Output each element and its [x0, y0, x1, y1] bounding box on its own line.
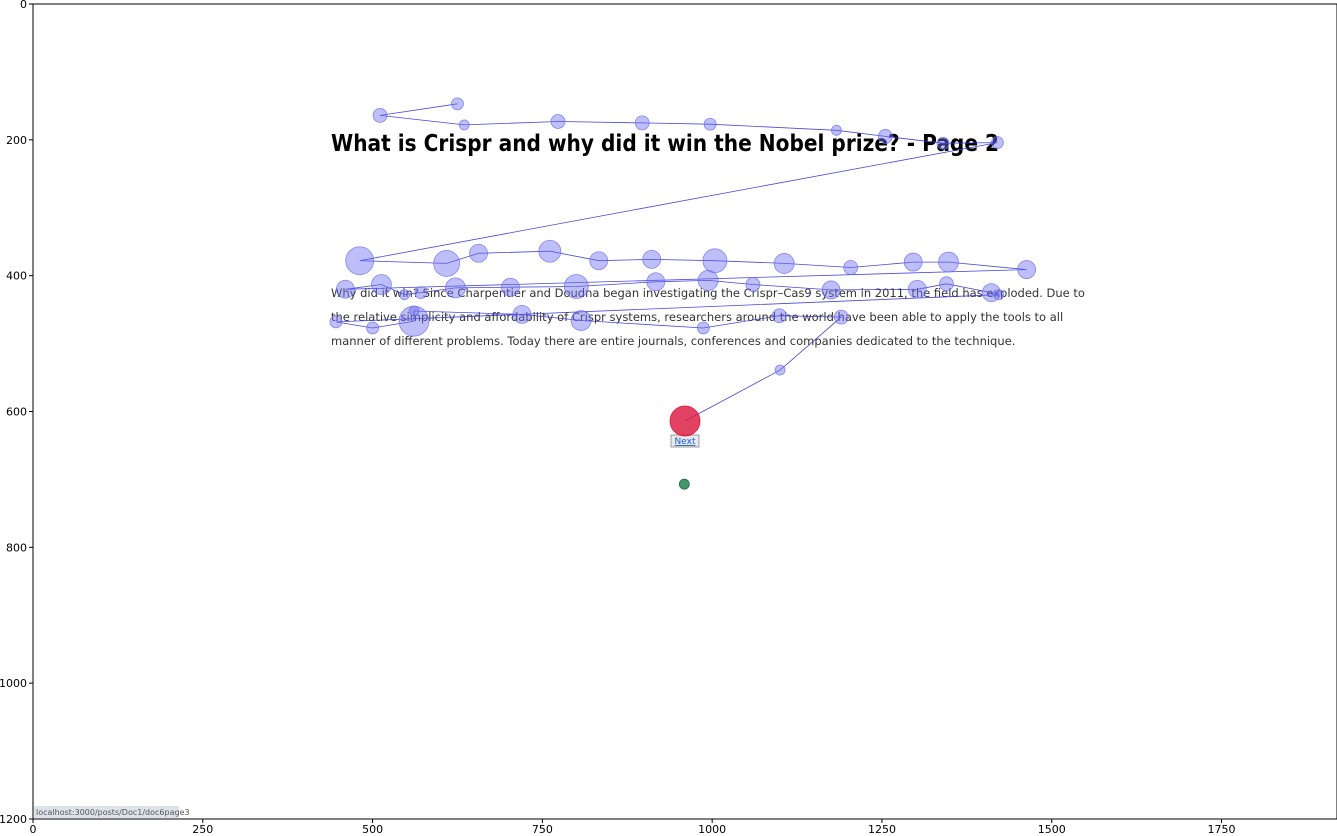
next-link[interactable]: Next — [675, 437, 696, 447]
status-bar — [34, 806, 179, 818]
y-tick-label: 0 — [20, 0, 27, 11]
x-tick-label: 0 — [30, 823, 37, 836]
paragraph-line-3: manner of different problems. Today ther… — [331, 334, 1015, 348]
fixation-point — [939, 276, 954, 292]
fixation-point — [512, 304, 532, 324]
fixation-point — [981, 283, 1001, 303]
fixation-point — [993, 289, 1005, 301]
fixation-point — [991, 136, 1004, 149]
fixation-point — [697, 270, 719, 291]
scanpath-lines — [335, 103, 1027, 422]
fixation-point — [703, 117, 717, 131]
final-fixation-point — [669, 405, 701, 437]
x-tick-label: 250 — [192, 823, 213, 836]
fixation-point — [907, 279, 927, 299]
scanpath-line — [335, 103, 1027, 422]
x-axis-ticks: 0 250 500 750 1000 1250 1500 1750 — [30, 819, 1236, 836]
fixation-point — [821, 280, 841, 300]
next-button[interactable]: Next — [670, 434, 700, 448]
fixation-points — [329, 97, 1037, 490]
y-tick-label: 400 — [6, 270, 27, 283]
fixation-point — [329, 315, 343, 329]
fixation-point — [877, 129, 893, 144]
x-tick-label: 750 — [532, 823, 553, 836]
fixation-point — [371, 274, 392, 295]
fixation-point — [1017, 260, 1037, 279]
x-tick-label: 1750 — [1208, 823, 1236, 836]
fixation-point — [469, 243, 488, 263]
page-title: What is Crispr and why did it win the No… — [331, 131, 999, 157]
fixation-point — [433, 250, 461, 277]
fixation-point — [833, 309, 849, 325]
fixation-point — [696, 321, 710, 335]
fixation-point — [345, 246, 375, 276]
start-point — [678, 478, 690, 490]
fixation-point — [831, 124, 842, 136]
fixation-point — [938, 251, 959, 273]
fixation-point — [563, 274, 589, 299]
status-url: localhost:3000/posts/Doc1/doc6page3 — [36, 808, 190, 817]
fixation-point — [538, 239, 562, 263]
fixation-point — [414, 286, 428, 300]
y-tick-label: 600 — [6, 406, 27, 419]
x-tick-label: 1000 — [698, 823, 726, 836]
y-tick-label: 1200 — [0, 813, 27, 826]
paragraph-line-2: the relative simplicity and affordabilit… — [331, 310, 1063, 324]
fixation-point — [642, 249, 662, 269]
fixation-point — [451, 97, 464, 111]
fixation-point — [589, 251, 609, 271]
y-tick-label: 1000 — [0, 677, 27, 690]
x-tick-label: 1500 — [1038, 823, 1066, 836]
fixation-point — [458, 119, 470, 131]
fixation-point — [570, 310, 592, 331]
y-tick-label: 800 — [6, 541, 27, 554]
fixation-point — [646, 272, 666, 292]
fixation-point — [843, 260, 859, 275]
fixation-point — [399, 289, 410, 301]
fixation-point — [408, 305, 420, 317]
fixation-point — [774, 364, 786, 376]
fixation-point — [936, 136, 950, 150]
fixation-point — [445, 277, 466, 299]
fixation-point — [372, 107, 388, 123]
fixation-point — [501, 277, 520, 297]
y-axis-ticks: 0 200 400 600 800 1000 1200 — [0, 0, 33, 826]
y-tick-label: 200 — [6, 134, 27, 147]
x-tick-label: 1250 — [868, 823, 896, 836]
fixation-point — [702, 248, 728, 274]
fixation-point — [634, 115, 650, 131]
fixation-point — [745, 277, 761, 292]
fixation-point — [773, 253, 795, 274]
fixation-point — [772, 308, 787, 324]
fixation-point — [366, 321, 379, 335]
fixation-point — [903, 252, 923, 272]
x-tick-label: 500 — [362, 823, 383, 836]
fixation-point — [550, 114, 566, 129]
fixation-point — [336, 279, 355, 299]
